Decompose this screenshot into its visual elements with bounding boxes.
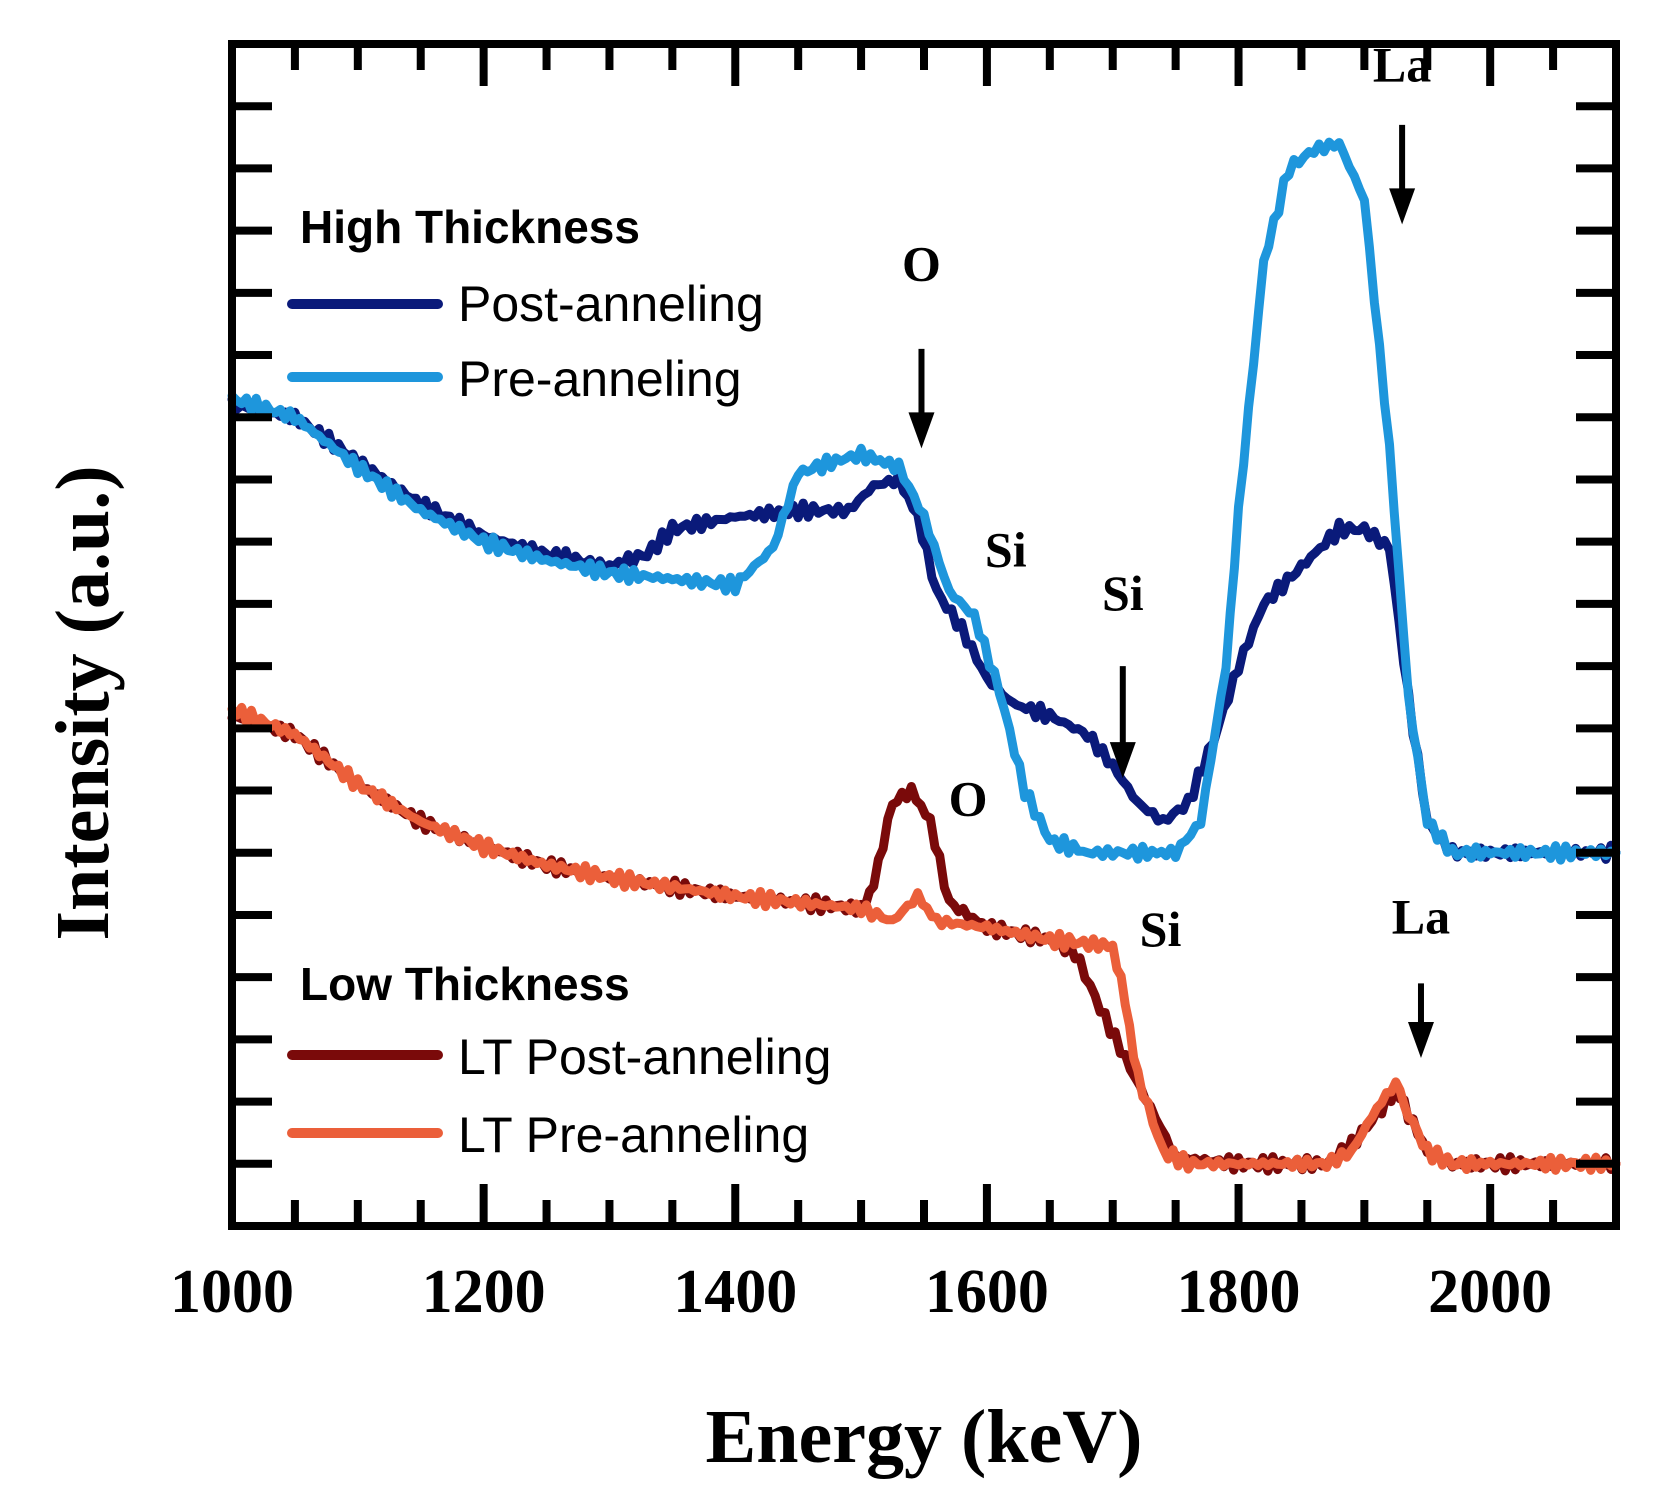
x-axis-title: Energy (keV) [706,1395,1143,1479]
series-line-3 [227,702,1621,1175]
annotation-label: La [1373,36,1431,92]
x-tick-labels: 1000 1200 1400 1600 1800 2000 [170,1258,1552,1326]
annotation-label: O [902,235,941,291]
series-line-1 [227,137,1621,865]
annotation-label: Si [1102,565,1144,621]
legend-heading-low: Low Thickness [300,958,630,1010]
y-axis-title: Intensity (a.u.) [41,465,125,940]
annotation-layer: O Si Si La O Si La [902,36,1450,1059]
annotation-label: O [949,770,988,826]
x-tick-label: 1000 [170,1258,294,1326]
annotation-label: Si [1140,901,1182,957]
legend-heading-high: High Thickness [300,201,640,253]
legend-label-lt-pre: LT Pre-anneling [458,1107,809,1163]
legend-low: Low Thickness LT Post-anneling LT Pre-an… [287,958,831,1163]
annotation-arrow-head [1109,742,1136,779]
legend-label-lt-post: LT Post-anneling [458,1029,831,1085]
series-line-0 [227,394,1621,864]
x-tick-label: 2000 [1428,1258,1552,1326]
annotation-label: La [1392,889,1450,945]
legend-high: High Thickness Post-anneling Pre-annelin… [287,201,764,407]
x-tick-label: 1400 [673,1258,797,1326]
x-tick-label: 1600 [925,1258,1049,1326]
legend-label-post: Post-anneling [458,276,764,332]
annotation-arrow-head [1389,188,1416,225]
annotation-label: Si [985,522,1027,578]
annotation-arrow-head [908,412,935,449]
series-layer [227,137,1621,1176]
annotation-arrow-head [1407,1022,1434,1059]
x-tick-label: 1800 [1177,1258,1301,1326]
x-tick-label: 1200 [422,1258,546,1326]
ticks-layer [232,44,1616,1226]
legend-label-pre: Pre-anneling [458,351,742,407]
